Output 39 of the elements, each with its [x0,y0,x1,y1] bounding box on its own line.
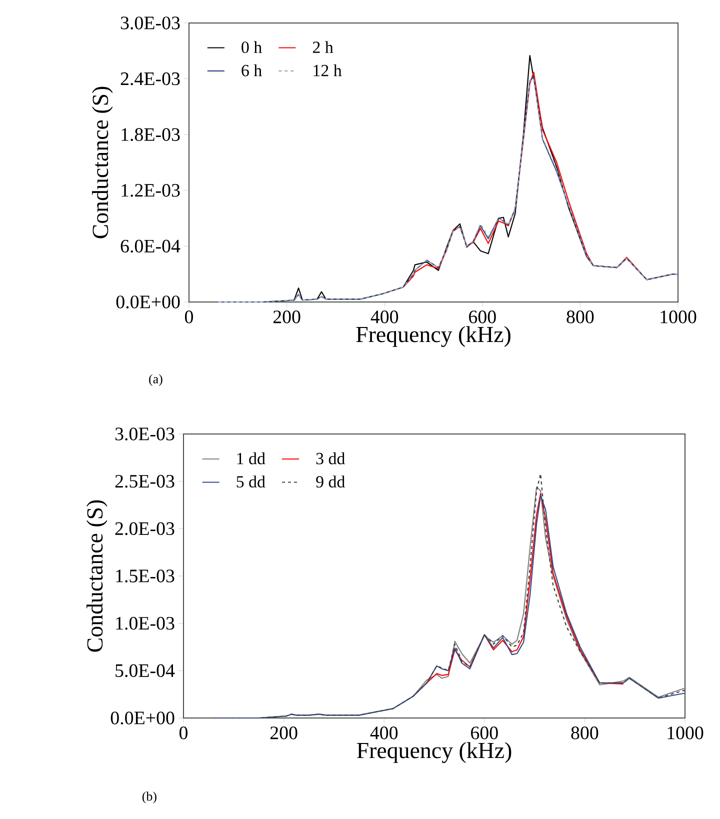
x-tick-label: 1000 [668,726,704,740]
x-tick-label: 1000 [660,310,696,324]
y-axis-title: Conductance (S) [92,86,113,238]
x-tick-label: 600 [471,726,498,740]
y-tick-label: 3.0E-03 [115,428,174,440]
y-tick-label: 2.0E-03 [115,522,174,536]
y-tick-label: 2.4E-03 [120,72,180,86]
y-tick-label: 3.0E-03 [120,16,180,30]
x-axis-title: Frequency (kHz) [356,326,510,347]
legend-label: 0 h [242,41,262,54]
x-tick-label: 600 [469,310,496,324]
y-tick-label: 1.2E-03 [122,184,180,197]
x-tick-label: 0 [184,310,194,324]
x-tick-label: 800 [566,310,594,324]
x-tick-label: 200 [273,310,300,324]
x-tick-label: 200 [270,726,298,740]
y-tick-label: 6.0E-04 [120,240,180,253]
y-tick-label: 2.5E-03 [115,474,174,488]
x-tick-label: 400 [370,726,398,740]
y-axis-title: Conductance (S) [86,500,108,652]
legend-label: 9 dd [316,476,345,488]
y-tick-label: 1.8E-03 [122,128,180,142]
x-tick-label: 400 [370,310,398,324]
x-axis-title: Frequency (kHz) [356,742,512,763]
x-tick-label: 0 [179,726,188,740]
legend-label: 5 dd [236,476,266,488]
legend-label: 6 h [242,64,262,76]
legend-label: 12 h [314,64,342,76]
y-tick-label: 0.0E+00 [110,712,174,724]
legend-label: 1 dd [237,452,266,464]
y-tick-label: 1.5E-03 [116,570,174,582]
legend-label: 2 h [312,41,334,53]
text: (b) [142,792,156,804]
legend-label: 3 dd [316,452,345,464]
text: (a) [149,374,162,386]
y-tick-label: 5.0E-04 [116,664,175,678]
y-tick-label: 0.0E+00 [116,296,180,308]
x-tick-label: 800 [571,726,598,740]
y-tick-label: 1.0E-03 [116,616,174,630]
